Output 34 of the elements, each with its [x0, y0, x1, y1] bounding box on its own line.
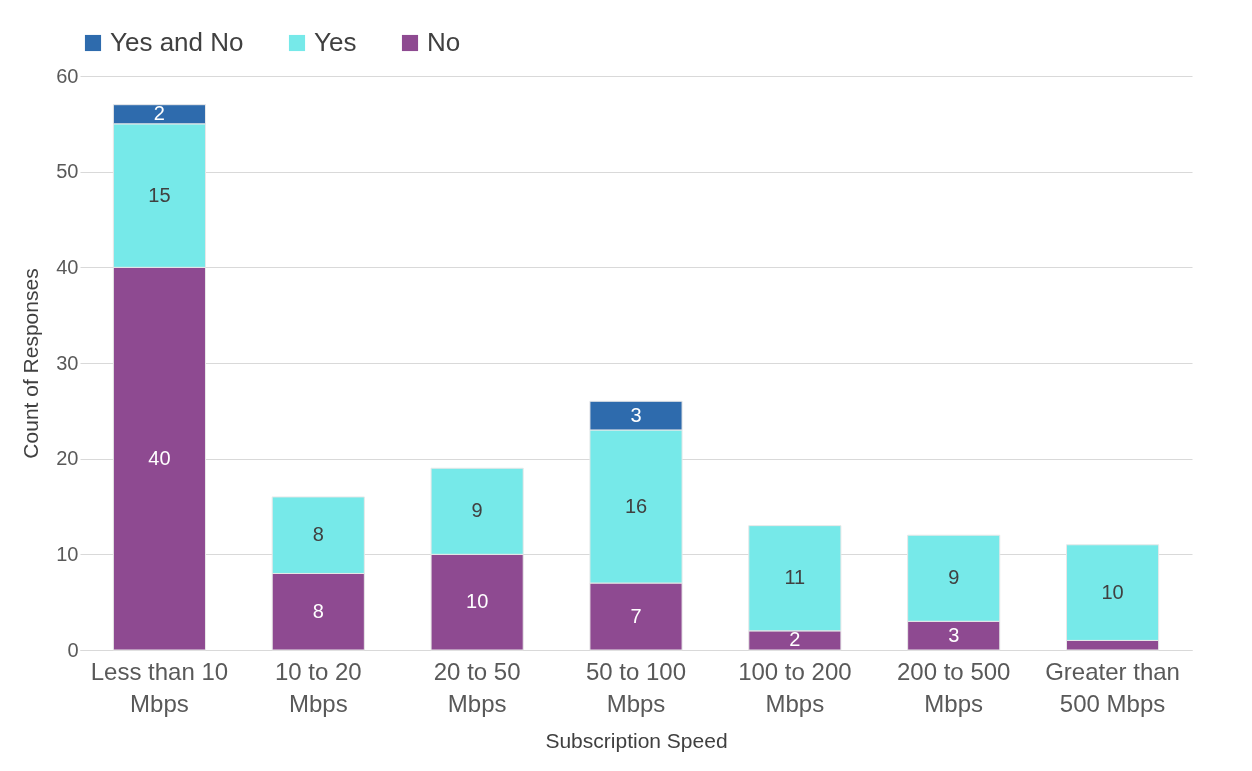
y-axis-title: Count of Responses	[19, 268, 43, 459]
data-label: 15	[148, 183, 171, 206]
data-label: 8	[312, 599, 324, 622]
x-axis-title: Subscription Speed	[545, 728, 728, 752]
y-tick-label: 60	[56, 64, 79, 87]
data-label: 9	[471, 499, 483, 522]
legend-label: Yes	[314, 27, 357, 57]
legend-label: Yes and No	[110, 27, 244, 57]
data-label: 40	[148, 446, 171, 469]
data-label: 16	[624, 494, 648, 517]
x-tick-label: 50 to 100 Mbps	[585, 657, 687, 717]
data-label: 7	[630, 604, 642, 627]
x-tick-label: Less than 10 Mbps	[90, 657, 229, 717]
y-tick-label: 50	[56, 160, 79, 183]
data-label: 10	[466, 590, 489, 613]
y-tick-label: 20	[56, 447, 79, 470]
y-tick-label: 0	[67, 638, 79, 661]
x-tick-label: Greater than 500 Mbps	[1045, 657, 1180, 717]
data-label: 10	[1101, 580, 1124, 603]
data-label: 11	[784, 566, 806, 589]
x-tick-label: 200 to 500 Mbps	[897, 657, 1011, 717]
legend-label: No	[427, 27, 461, 57]
x-tick-label: 20 to 50 Mbps	[433, 657, 521, 717]
y-tick-label: 10	[56, 542, 79, 565]
data-label: 8	[312, 523, 324, 546]
data-label: 2	[153, 102, 165, 125]
y-tick-label: 40	[56, 255, 79, 278]
data-label: 3	[948, 623, 960, 646]
data-label: 3	[630, 403, 642, 426]
data-label: 9	[948, 566, 960, 589]
x-tick-label: 100 to 200 Mbps	[738, 657, 852, 717]
y-tick-label: 30	[56, 351, 79, 374]
x-tick-label: 10 to 20 Mbps	[274, 657, 362, 717]
data-label: 2	[789, 628, 801, 651]
